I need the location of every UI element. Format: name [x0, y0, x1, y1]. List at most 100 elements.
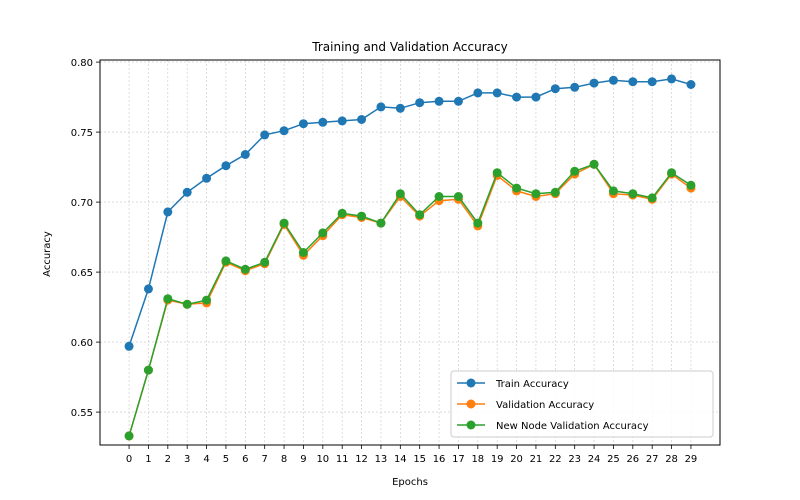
- x-tick-label: 9: [300, 454, 306, 465]
- x-tick-label: 5: [223, 454, 229, 465]
- data-point: [395, 189, 405, 199]
- data-point: [473, 88, 483, 98]
- x-tick-label: 18: [471, 454, 484, 465]
- data-point: [221, 256, 231, 266]
- series-1: [124, 74, 696, 351]
- x-tick-label: 27: [646, 454, 659, 465]
- data-point: [608, 75, 618, 85]
- data-point: [647, 77, 657, 87]
- data-point: [143, 365, 153, 375]
- legend-label: New Node Validation Accuracy: [496, 421, 649, 432]
- y-tick-label: 0.70: [71, 198, 93, 209]
- data-point: [570, 166, 580, 176]
- x-tick-label: 21: [530, 454, 543, 465]
- data-point: [628, 189, 638, 199]
- data-point: [608, 186, 618, 196]
- data-point: [357, 115, 367, 124]
- axes-layer: 0 1 2 3 4 5 6 7 8 9 10 11 12 13 14 15 16 17 18 19 20 21 22 23 24…: [71, 58, 721, 465]
- x-tick-label: 28: [665, 454, 678, 465]
- y-tick-label: 0.55: [71, 408, 93, 419]
- data-point: [182, 299, 192, 309]
- x-tick-label: 14: [394, 454, 407, 465]
- x-tick-label: 3: [184, 454, 190, 465]
- data-point: [260, 257, 270, 267]
- x-tick-label: 6: [242, 454, 248, 465]
- legend-label: Validation Accuracy: [496, 400, 594, 411]
- x-tick-label: 26: [626, 454, 639, 465]
- data-point: [337, 208, 347, 218]
- y-tick-label: 0.65: [71, 268, 93, 279]
- x-tick-label: 4: [203, 454, 209, 465]
- data-point: [667, 74, 677, 84]
- y-tick-label: 0.60: [71, 338, 93, 349]
- data-point: [182, 187, 192, 197]
- legend-box: [450, 370, 714, 438]
- data-point: [260, 130, 270, 140]
- data-point: [667, 168, 677, 178]
- x-tick-label: 19: [491, 454, 504, 465]
- data-point: [357, 211, 367, 221]
- legend-marker: [466, 399, 476, 409]
- x-axis-label: Epochs: [392, 477, 428, 488]
- y-tick-label: 0.75: [71, 128, 93, 139]
- data-point: [318, 117, 328, 127]
- x-tick-label: 7: [262, 454, 268, 465]
- data-point: [550, 84, 560, 94]
- data-point: [589, 78, 599, 88]
- x-tick-label: 16: [433, 454, 446, 465]
- data-point: [434, 192, 444, 201]
- data-point: [686, 80, 696, 89]
- data-point: [279, 218, 289, 228]
- data-point: [453, 96, 463, 106]
- data-point: [492, 168, 502, 178]
- x-tick-label: 15: [413, 454, 426, 465]
- data-point: [298, 248, 308, 257]
- legend: Train Accuracy Validation Accuracy New Nod…: [450, 370, 714, 438]
- data-point: [531, 189, 541, 199]
- data-point: [453, 192, 463, 201]
- data-point: [221, 161, 231, 171]
- data-point: [531, 92, 541, 102]
- data-point: [376, 102, 386, 112]
- data-point: [202, 295, 212, 305]
- legend-label: Train Accuracy: [495, 379, 569, 390]
- legend-marker: [466, 378, 476, 388]
- data-point: [240, 264, 250, 274]
- x-tick-label: 23: [568, 454, 581, 465]
- x-tick-label: 20: [510, 454, 523, 465]
- x-tick-label: 24: [588, 454, 601, 465]
- data-point: [163, 294, 173, 304]
- x-tick-label: 22: [549, 454, 562, 465]
- data-point: [473, 218, 483, 228]
- data-point: [512, 92, 522, 102]
- legend-marker: [466, 420, 476, 430]
- data-point: [240, 150, 250, 159]
- data-point: [492, 88, 502, 98]
- data-point: [124, 341, 134, 351]
- series-line: [128, 163, 692, 437]
- data-point: [550, 187, 560, 197]
- x-tick-label: 0: [126, 454, 132, 465]
- data-point: [434, 96, 444, 106]
- data-point: [337, 116, 347, 126]
- data-point: [143, 284, 153, 294]
- data-point: [415, 98, 425, 108]
- x-tick-label: 8: [281, 454, 287, 465]
- data-point: [570, 82, 580, 92]
- data-point: [628, 77, 638, 87]
- data-point: [298, 119, 308, 129]
- y-axis-label: Accuracy: [42, 231, 53, 277]
- x-tick-label: 17: [452, 454, 465, 465]
- x-tick-label: 10: [316, 454, 329, 465]
- series-layer: [124, 74, 696, 441]
- data-point: [318, 228, 328, 238]
- x-tick-label: 13: [375, 454, 388, 465]
- x-tick-label: 29: [685, 454, 698, 465]
- x-tick-label: 12: [355, 454, 368, 465]
- data-point: [415, 210, 425, 220]
- data-point: [686, 180, 696, 190]
- data-point: [512, 183, 522, 193]
- data-point: [647, 193, 657, 203]
- x-tick-label: 2: [165, 454, 171, 465]
